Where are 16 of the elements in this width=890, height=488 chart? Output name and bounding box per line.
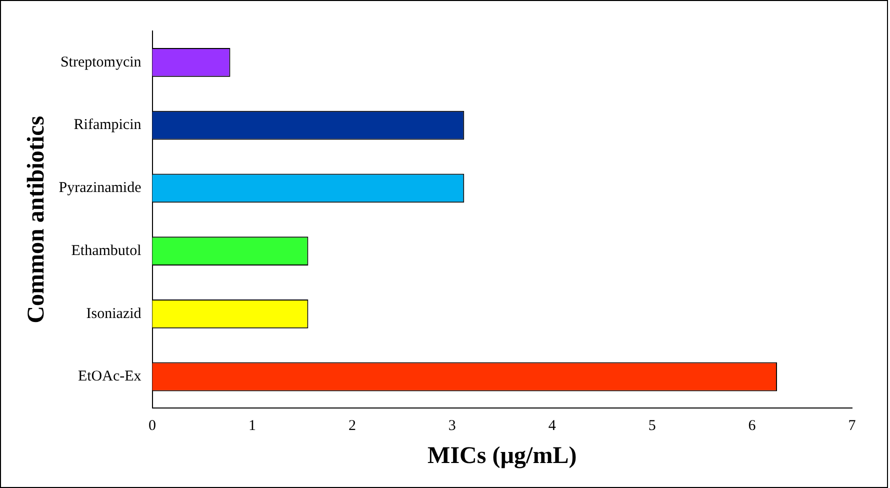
x-axis-title: MICs (µg/mL) xyxy=(428,442,577,469)
y-tick-label: Streptomycin xyxy=(60,54,142,70)
y-tick-label: Isoniazid xyxy=(86,306,142,322)
x-tick-label: 3 xyxy=(448,418,456,434)
y-tick-label: Ethambutol xyxy=(71,242,142,259)
x-tick-label: 4 xyxy=(548,418,556,434)
x-tick-label: 0 xyxy=(148,418,156,434)
x-tick-label: 5 xyxy=(648,418,656,434)
x-tick-label: 1 xyxy=(248,418,256,434)
x-tick-label: 2 xyxy=(348,418,356,434)
y-tick-label: Pyrazinamide xyxy=(58,180,142,196)
y-tick-label: EtOAc-Ex xyxy=(78,368,142,385)
y-axis-title: Common antibiotics xyxy=(24,116,50,324)
x-tick-label: 7 xyxy=(848,418,856,434)
x-tick-label: 6 xyxy=(748,418,756,434)
y-tick-label: Rifampicin xyxy=(74,117,142,134)
